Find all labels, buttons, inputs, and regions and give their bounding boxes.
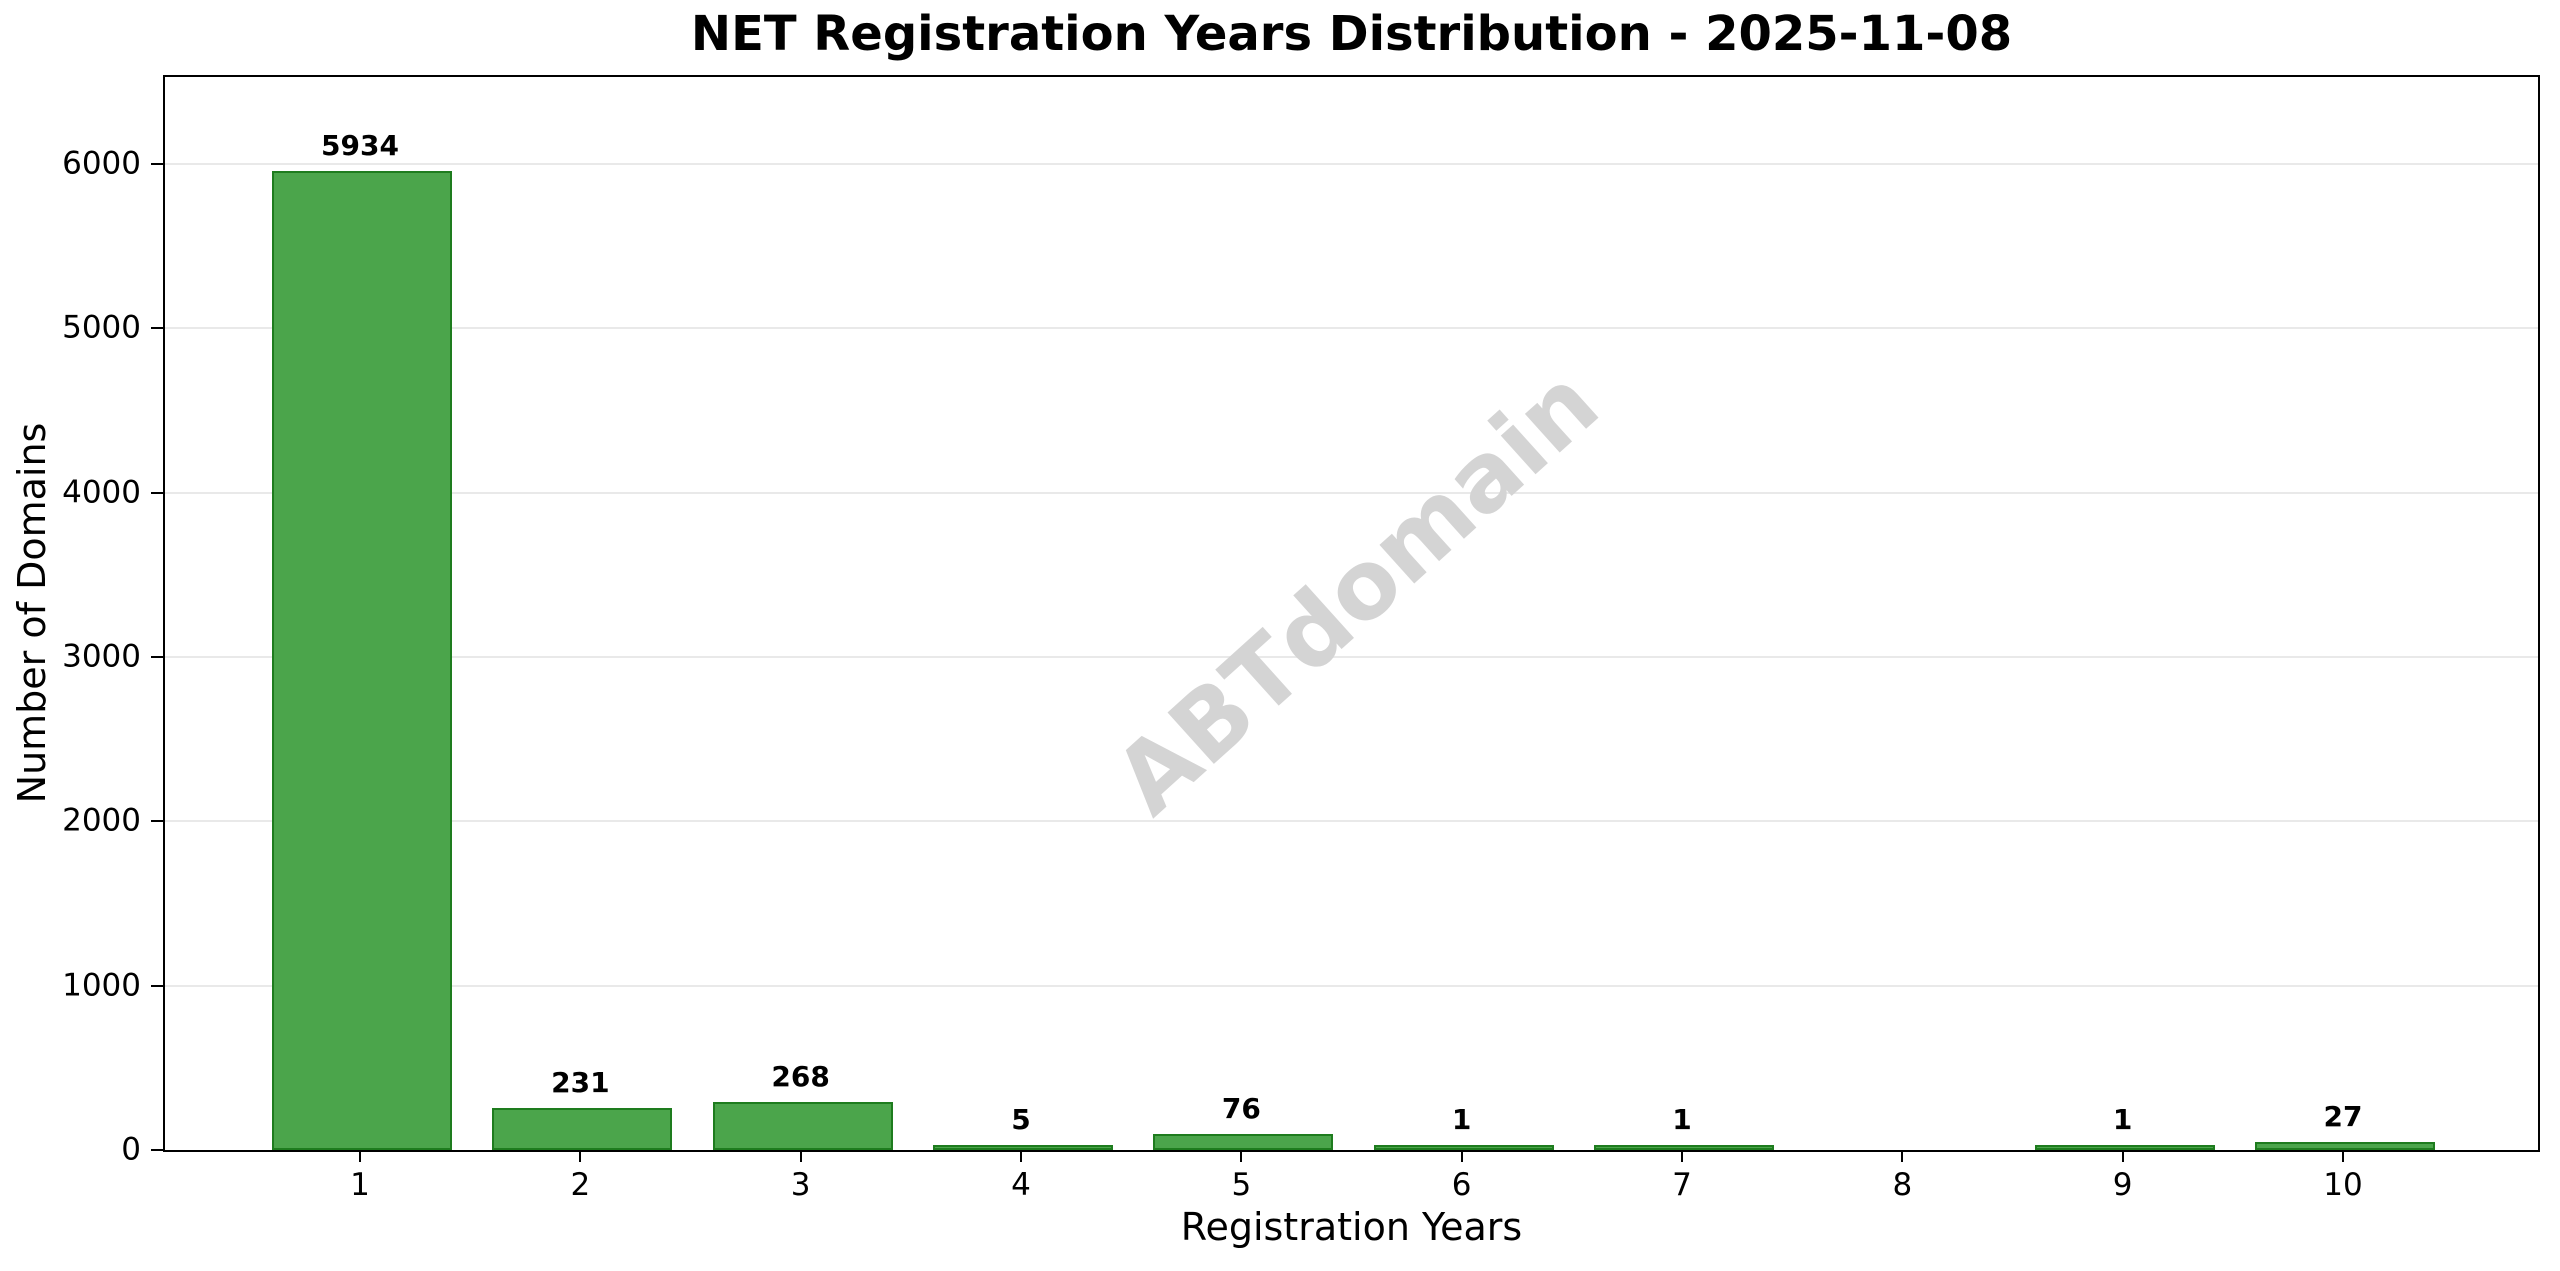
watermark-text: ABTdomain <box>1094 347 1620 837</box>
bar-value-label: 5 <box>1011 1103 1031 1136</box>
gridline <box>165 820 2538 823</box>
y-tick-mark <box>151 163 163 166</box>
y-tick-mark <box>151 327 163 330</box>
x-tick-label: 8 <box>1892 1167 1913 1203</box>
bar <box>492 1108 673 1150</box>
x-tick-mark <box>1460 1150 1463 1162</box>
gridline <box>165 163 2538 166</box>
bar-value-label: 27 <box>2323 1099 2363 1133</box>
x-tick-mark <box>2342 1150 2344 1162</box>
y-tick-label: 4000 <box>62 474 141 511</box>
y-tick-mark <box>151 1149 163 1151</box>
y-tick-label: 2000 <box>62 802 141 839</box>
bar <box>1373 1145 1554 1150</box>
gridline <box>165 327 2538 330</box>
x-tick-label: 7 <box>1672 1167 1692 1203</box>
y-tick-label: 5000 <box>62 309 141 346</box>
chart-title: NET Registration Years Distribution - 20… <box>690 6 2013 62</box>
bar <box>933 1145 1113 1150</box>
bar <box>712 1101 893 1150</box>
y-tick-label: 0 <box>121 1131 141 1168</box>
y-tick-mark <box>151 656 163 659</box>
x-tick-mark <box>1240 1150 1243 1162</box>
x-tick-label: 9 <box>2112 1167 2133 1203</box>
x-tick-mark <box>579 1150 582 1162</box>
y-tick-mark <box>151 491 163 494</box>
y-axis-label: Number of Domains <box>10 422 54 804</box>
x-tick-mark <box>359 1150 361 1162</box>
x-tick-label: 1 <box>350 1167 370 1203</box>
bar <box>2255 1141 2435 1150</box>
bar <box>2034 1145 2215 1150</box>
x-axis-label: Registration Years <box>1180 1205 1523 1249</box>
bar-value-label: 231 <box>551 1066 610 1100</box>
x-tick-label: 3 <box>790 1167 811 1203</box>
x-tick-mark <box>2121 1150 2124 1162</box>
y-tick-mark <box>151 984 163 987</box>
gridline <box>165 984 2538 987</box>
y-tick-mark <box>151 820 163 823</box>
bar-value-label: 1 <box>1672 1103 1692 1136</box>
bar <box>1594 1145 1774 1150</box>
x-tick-label: 10 <box>2323 1167 2363 1203</box>
x-tick-mark <box>799 1150 802 1162</box>
bar-value-label: 1 <box>2112 1103 2133 1136</box>
y-tick-label: 1000 <box>62 967 141 1004</box>
bar <box>1153 1133 1334 1150</box>
y-tick-label: 3000 <box>62 638 141 675</box>
x-tick-label: 2 <box>570 1167 591 1203</box>
bar-value-label: 5934 <box>321 128 399 162</box>
bar <box>272 170 452 1150</box>
bar-value-label: 268 <box>771 1059 830 1093</box>
x-tick-label: 5 <box>1231 1167 1252 1203</box>
gridline <box>165 656 2538 659</box>
x-tick-label: 4 <box>1011 1167 1031 1203</box>
x-tick-mark <box>1020 1150 1022 1162</box>
x-tick-mark <box>1901 1150 1904 1162</box>
bar-value-label: 1 <box>1451 1103 1472 1136</box>
x-tick-mark <box>1681 1150 1683 1162</box>
bar-value-label: 76 <box>1221 1091 1261 1125</box>
gridline <box>165 491 2538 494</box>
y-tick-label: 6000 <box>62 145 141 182</box>
plot-area: ABTdomain 0 1000 2000 3000 4000 5000 6000 1 5934… <box>62 75 2540 1201</box>
x-tick-label: 6 <box>1451 1167 1472 1203</box>
